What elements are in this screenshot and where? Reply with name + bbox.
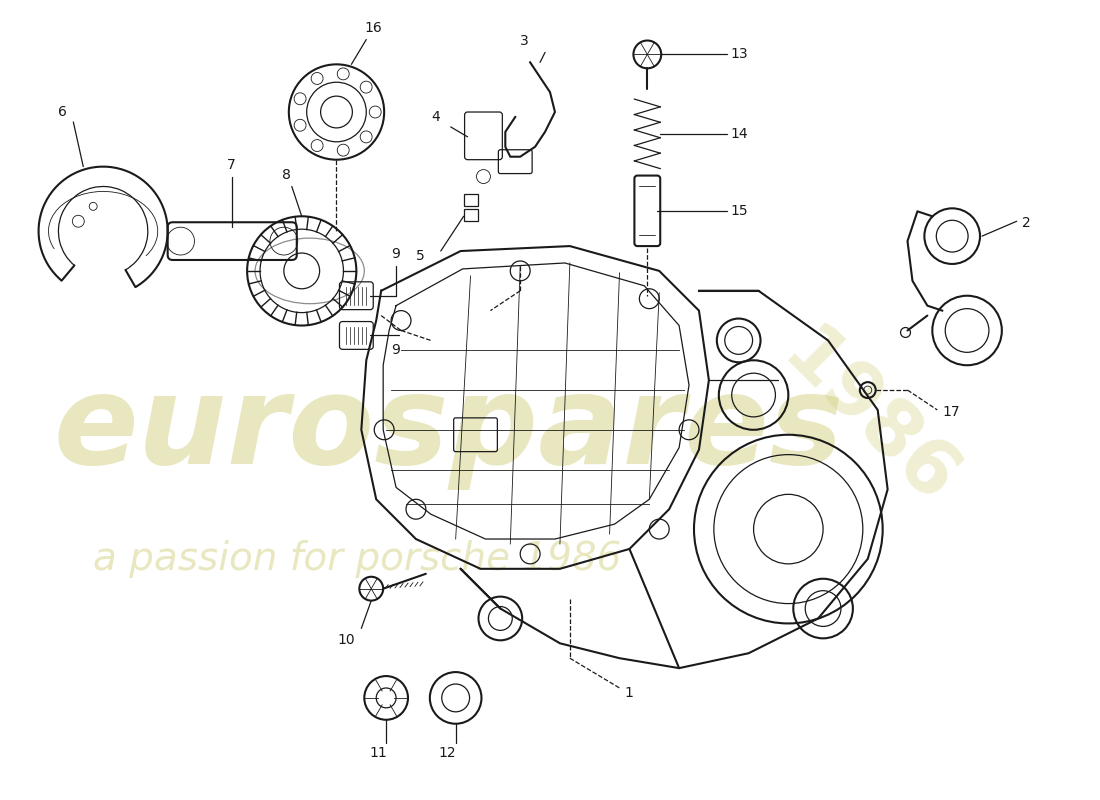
Text: eurospares: eurospares	[54, 370, 844, 490]
Text: 15: 15	[730, 204, 748, 218]
Text: 10: 10	[338, 634, 355, 647]
Text: 12: 12	[439, 746, 456, 759]
Text: 9: 9	[392, 247, 400, 261]
Text: 9: 9	[392, 343, 400, 358]
Text: 13: 13	[730, 47, 748, 62]
Text: 1986: 1986	[767, 318, 969, 521]
Text: 3: 3	[520, 34, 529, 47]
Text: 6: 6	[58, 105, 67, 119]
Text: 11: 11	[370, 746, 387, 759]
Text: 5: 5	[416, 249, 425, 263]
Text: a passion for porsche 1986: a passion for porsche 1986	[94, 540, 621, 578]
Bar	[463, 194, 477, 206]
Text: 17: 17	[943, 405, 960, 419]
Text: 4: 4	[431, 110, 440, 124]
Text: 1: 1	[625, 686, 634, 700]
Bar	[463, 210, 477, 222]
Text: 2: 2	[1022, 216, 1031, 230]
Text: 16: 16	[364, 21, 382, 34]
Text: 8: 8	[282, 167, 290, 182]
Text: 14: 14	[730, 127, 748, 141]
Text: 7: 7	[228, 158, 236, 172]
